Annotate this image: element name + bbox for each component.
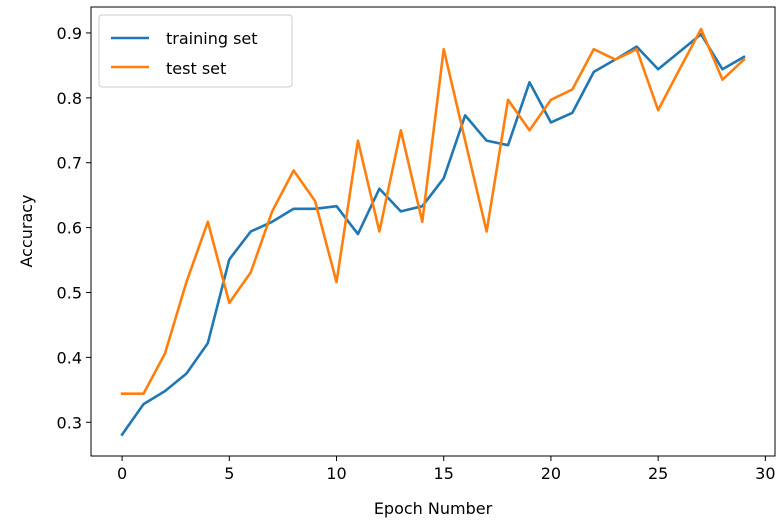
- x-tick-label: 10: [326, 464, 346, 483]
- y-tick-label: 0.6: [57, 219, 82, 238]
- x-tick-label: 30: [755, 464, 775, 483]
- y-axis-ticks: 0.3 0.4 0.5 0.6 0.7 0.8 0.9: [57, 24, 91, 432]
- x-axis-ticks: 0 5 10 15 20 25 30: [117, 456, 776, 483]
- x-tick-label: 0: [117, 464, 127, 483]
- y-tick-label: 0.3: [57, 413, 82, 432]
- plot-frame: [90, 6, 776, 457]
- legend: training set test set: [98, 14, 293, 88]
- legend-label-training: training set: [166, 29, 258, 48]
- legend-label-test: test set: [166, 59, 226, 78]
- y-tick-label: 0.9: [57, 24, 82, 43]
- series-line-test-set: [120, 27, 746, 396]
- y-tick-label: 0.7: [57, 154, 82, 173]
- y-tick-label: 0.8: [57, 89, 82, 108]
- series-lines: [120, 27, 746, 437]
- x-tick-label: 20: [541, 464, 561, 483]
- x-tick-label: 15: [434, 464, 454, 483]
- y-tick-label: 0.5: [57, 283, 82, 302]
- x-tick-label: 5: [224, 464, 234, 483]
- x-axis-label: Epoch Number: [374, 499, 493, 518]
- series-line-training-set: [120, 32, 746, 437]
- y-tick-label: 0.4: [57, 348, 82, 367]
- legend-box: [98, 14, 293, 88]
- y-axis-label: Accuracy: [17, 194, 36, 267]
- x-tick-label: 25: [648, 464, 668, 483]
